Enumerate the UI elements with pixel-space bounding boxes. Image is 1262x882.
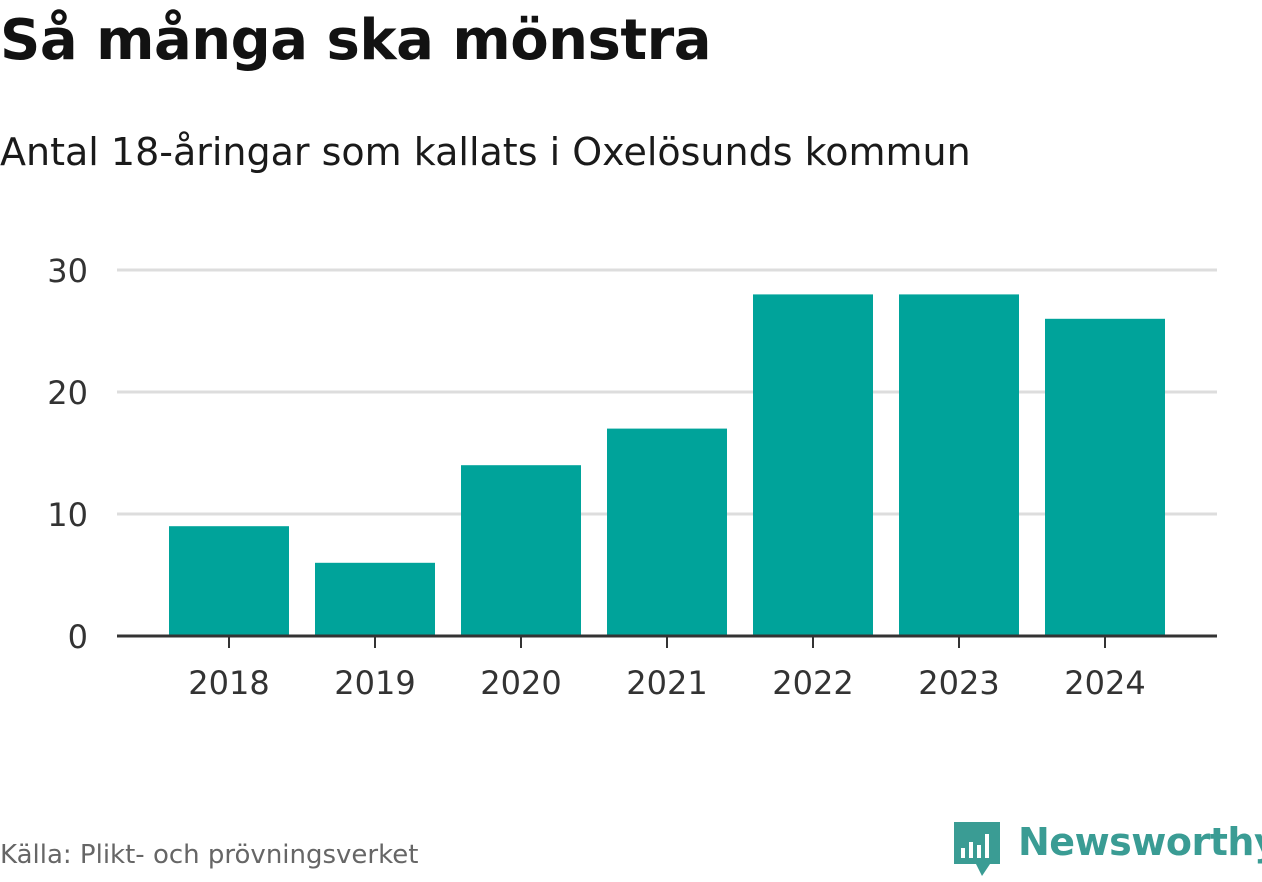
bar-chart: 0 10 20 30 2018 2019 2020 2021 2022 2023 2024 <box>47 252 1217 702</box>
x-tick-label: 2019 <box>334 664 415 702</box>
chart-title: Så många ska mönstra <box>0 8 712 73</box>
x-tick-label: 2023 <box>918 664 999 702</box>
x-tick-label: 2018 <box>188 664 269 702</box>
axes <box>117 634 1217 648</box>
source-note: Källa: Plikt- och prövningsverket <box>0 840 419 870</box>
newsworthy-brand[interactable]: Newsworthy <box>952 818 1262 878</box>
tick-labels: 0 10 20 30 2018 2019 2020 2021 2022 2023 2024 <box>47 252 1145 702</box>
bar-2021[interactable] <box>607 428 727 636</box>
x-tick-label: 2020 <box>480 664 561 702</box>
chart-subtitle: Antal 18-åringar som kallats i Oxelösund… <box>0 130 971 174</box>
y-tick-label: 30 <box>47 252 88 290</box>
brand-name: Newsworthy <box>1018 820 1262 864</box>
newsworthy-logo-icon <box>954 822 1000 876</box>
bar-2022[interactable] <box>753 294 873 636</box>
bar-2020[interactable] <box>461 465 581 636</box>
bar-2023[interactable] <box>899 294 1019 636</box>
x-tick-label: 2024 <box>1064 664 1145 702</box>
x-tick-label: 2021 <box>626 664 707 702</box>
bar-2024[interactable] <box>1045 318 1165 636</box>
y-tick-label: 0 <box>68 618 88 656</box>
y-tick-label: 20 <box>47 374 88 412</box>
bars <box>169 294 1165 636</box>
y-tick-label: 10 <box>47 496 88 534</box>
bar-2018[interactable] <box>169 526 289 636</box>
x-tick-label: 2022 <box>772 664 853 702</box>
bar-2019[interactable] <box>315 562 435 636</box>
